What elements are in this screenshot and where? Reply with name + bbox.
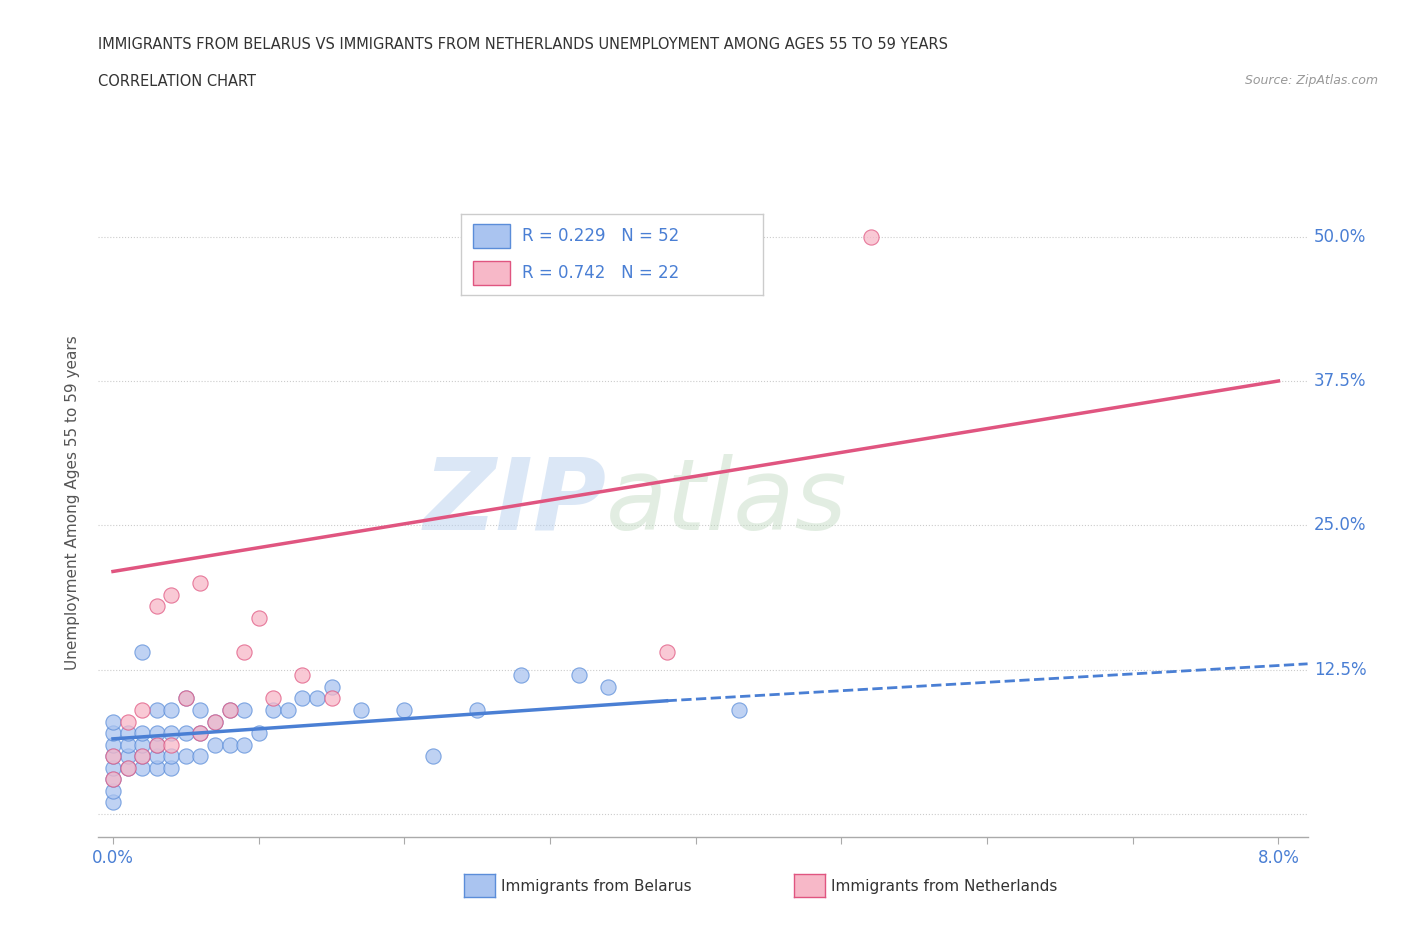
- Text: 12.5%: 12.5%: [1313, 660, 1367, 679]
- Text: R = 0.229   N = 52: R = 0.229 N = 52: [522, 227, 679, 245]
- Point: [145, 702, 167, 717]
- Point: [305, 691, 328, 706]
- Point: [174, 691, 197, 706]
- Text: Immigrants from Belarus: Immigrants from Belarus: [501, 879, 692, 894]
- Point: [190, 702, 212, 717]
- Point: [101, 772, 124, 787]
- Point: [218, 702, 240, 717]
- Point: [350, 702, 373, 717]
- Point: [204, 714, 226, 729]
- Point: [117, 725, 139, 740]
- Point: [145, 599, 167, 614]
- Point: [174, 725, 197, 740]
- Point: [131, 761, 153, 776]
- Point: [160, 725, 183, 740]
- Bar: [474, 261, 509, 285]
- Point: [117, 737, 139, 752]
- Point: [117, 714, 139, 729]
- Point: [101, 737, 124, 752]
- Point: [101, 749, 124, 764]
- Point: [291, 668, 314, 683]
- Point: [218, 737, 240, 752]
- Point: [247, 725, 270, 740]
- Point: [160, 737, 183, 752]
- Point: [190, 576, 212, 591]
- Point: [160, 702, 183, 717]
- Text: atlas: atlas: [606, 454, 848, 551]
- Point: [233, 644, 256, 659]
- Point: [204, 714, 226, 729]
- Text: CORRELATION CHART: CORRELATION CHART: [98, 74, 256, 89]
- Point: [101, 783, 124, 798]
- Point: [174, 691, 197, 706]
- Point: [131, 702, 153, 717]
- Point: [233, 737, 256, 752]
- Point: [321, 680, 343, 695]
- Point: [145, 749, 167, 764]
- Point: [728, 702, 751, 717]
- Point: [190, 749, 212, 764]
- Point: [101, 761, 124, 776]
- Text: 50.0%: 50.0%: [1313, 228, 1367, 246]
- Text: R = 0.742   N = 22: R = 0.742 N = 22: [522, 264, 679, 282]
- Point: [131, 737, 153, 752]
- Point: [394, 702, 416, 717]
- Point: [117, 761, 139, 776]
- Point: [204, 737, 226, 752]
- Text: ZIP: ZIP: [423, 454, 606, 551]
- Point: [101, 749, 124, 764]
- Point: [174, 749, 197, 764]
- Point: [117, 761, 139, 776]
- Point: [465, 702, 488, 717]
- Point: [598, 680, 620, 695]
- Point: [145, 725, 167, 740]
- Point: [655, 644, 678, 659]
- Point: [145, 761, 167, 776]
- Point: [101, 714, 124, 729]
- Text: 37.5%: 37.5%: [1313, 372, 1367, 390]
- Point: [101, 725, 124, 740]
- Point: [262, 702, 284, 717]
- Point: [160, 587, 183, 602]
- Point: [247, 610, 270, 625]
- Point: [859, 229, 882, 244]
- Point: [568, 668, 591, 683]
- Text: Immigrants from Netherlands: Immigrants from Netherlands: [831, 879, 1057, 894]
- Y-axis label: Unemployment Among Ages 55 to 59 years: Unemployment Among Ages 55 to 59 years: [65, 335, 80, 670]
- Point: [422, 749, 444, 764]
- Point: [262, 691, 284, 706]
- Point: [117, 749, 139, 764]
- Point: [131, 644, 153, 659]
- Point: [190, 725, 212, 740]
- Point: [233, 702, 256, 717]
- Text: Source: ZipAtlas.com: Source: ZipAtlas.com: [1244, 74, 1378, 87]
- Point: [131, 725, 153, 740]
- Point: [131, 749, 153, 764]
- Point: [160, 761, 183, 776]
- Point: [291, 691, 314, 706]
- Point: [160, 749, 183, 764]
- Point: [218, 702, 240, 717]
- Point: [145, 737, 167, 752]
- Text: 25.0%: 25.0%: [1313, 516, 1367, 535]
- Point: [101, 795, 124, 810]
- Point: [509, 668, 531, 683]
- Point: [190, 725, 212, 740]
- Point: [101, 772, 124, 787]
- Point: [131, 749, 153, 764]
- Point: [321, 691, 343, 706]
- Point: [145, 737, 167, 752]
- Bar: [474, 224, 509, 248]
- Point: [277, 702, 299, 717]
- Text: IMMIGRANTS FROM BELARUS VS IMMIGRANTS FROM NETHERLANDS UNEMPLOYMENT AMONG AGES 5: IMMIGRANTS FROM BELARUS VS IMMIGRANTS FR…: [98, 37, 949, 52]
